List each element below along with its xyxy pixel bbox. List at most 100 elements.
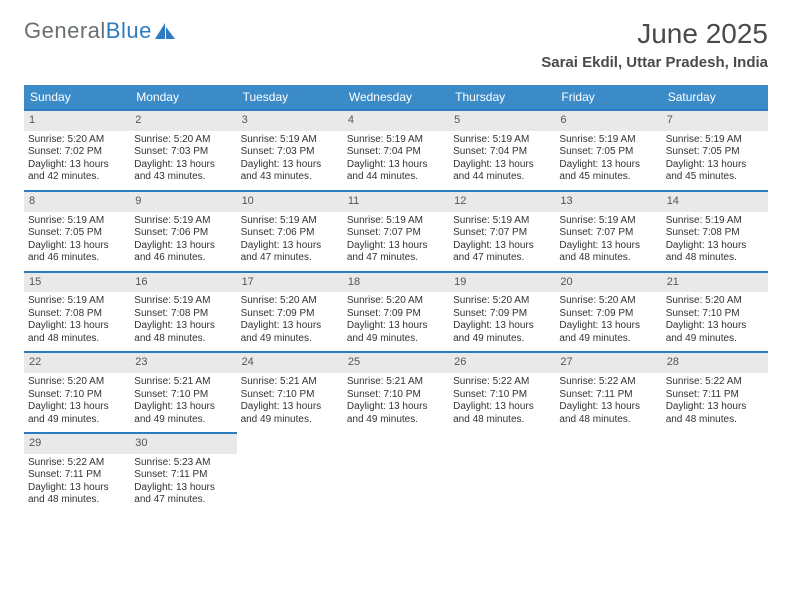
calendar-cell: 8Sunrise: 5:19 AMSunset: 7:05 PMDaylight…	[24, 191, 130, 272]
sunset-text: Sunset: 7:11 PM	[134, 469, 232, 482]
sunrise-text: Sunrise: 5:20 AM	[559, 295, 657, 308]
daylight-text: and 48 minutes.	[453, 414, 551, 427]
daylight-text: and 43 minutes.	[134, 171, 232, 184]
sunset-text: Sunset: 7:10 PM	[666, 308, 764, 321]
page-title: June 2025	[541, 18, 768, 50]
day-number: 13	[555, 192, 661, 212]
daylight-text: Daylight: 13 hours	[453, 159, 551, 172]
day-number: 15	[24, 273, 130, 293]
logo-sail-icon	[154, 22, 176, 40]
daylight-text: Daylight: 13 hours	[559, 401, 657, 414]
daylight-text: Daylight: 13 hours	[241, 401, 339, 414]
day-number: 23	[130, 353, 236, 373]
title-block: June 2025 Sarai Ekdil, Uttar Pradesh, In…	[541, 18, 768, 71]
daylight-text: and 49 minutes.	[347, 333, 445, 346]
sunset-text: Sunset: 7:09 PM	[347, 308, 445, 321]
calendar-cell: 7Sunrise: 5:19 AMSunset: 7:05 PMDaylight…	[662, 110, 768, 191]
day-number: 4	[343, 111, 449, 131]
daylight-text: and 43 minutes.	[241, 171, 339, 184]
sunset-text: Sunset: 7:05 PM	[28, 227, 126, 240]
calendar-cell: 10Sunrise: 5:19 AMSunset: 7:06 PMDayligh…	[237, 191, 343, 272]
calendar-row: 1Sunrise: 5:20 AMSunset: 7:02 PMDaylight…	[24, 110, 768, 191]
daylight-text: Daylight: 13 hours	[28, 401, 126, 414]
sunrise-text: Sunrise: 5:20 AM	[453, 295, 551, 308]
sunset-text: Sunset: 7:10 PM	[347, 389, 445, 402]
daylight-text: and 48 minutes.	[559, 252, 657, 265]
calendar-cell: 20Sunrise: 5:20 AMSunset: 7:09 PMDayligh…	[555, 272, 661, 353]
sunset-text: Sunset: 7:06 PM	[241, 227, 339, 240]
daylight-text: Daylight: 13 hours	[134, 401, 232, 414]
sunrise-text: Sunrise: 5:19 AM	[134, 215, 232, 228]
calendar-cell: 17Sunrise: 5:20 AMSunset: 7:09 PMDayligh…	[237, 272, 343, 353]
calendar-cell: 1Sunrise: 5:20 AMSunset: 7:02 PMDaylight…	[24, 110, 130, 191]
day-number: 28	[662, 353, 768, 373]
calendar-table: Sunday Monday Tuesday Wednesday Thursday…	[24, 85, 768, 513]
daylight-text: and 48 minutes.	[134, 333, 232, 346]
logo: GeneralBlue	[24, 18, 176, 44]
daylight-text: and 47 minutes.	[347, 252, 445, 265]
sunset-text: Sunset: 7:05 PM	[666, 146, 764, 159]
sunset-text: Sunset: 7:03 PM	[134, 146, 232, 159]
calendar-cell: 11Sunrise: 5:19 AMSunset: 7:07 PMDayligh…	[343, 191, 449, 272]
daylight-text: Daylight: 13 hours	[28, 482, 126, 495]
daylight-text: Daylight: 13 hours	[134, 482, 232, 495]
daylight-text: Daylight: 13 hours	[453, 401, 551, 414]
calendar-cell: 23 Sunrise: 5:21 AMSunset: 7:10 PMDayligh…	[130, 352, 236, 433]
sunset-text: Sunset: 7:08 PM	[134, 308, 232, 321]
calendar-cell: 29Sunrise: 5:22 AMSunset: 7:11 PMDayligh…	[24, 433, 130, 513]
day-header: Tuesday	[237, 85, 343, 110]
sunset-text: Sunset: 7:09 PM	[453, 308, 551, 321]
daylight-text: and 46 minutes.	[28, 252, 126, 265]
daylight-text: Daylight: 13 hours	[347, 401, 445, 414]
sunrise-text: Sunrise: 5:23 AM	[134, 457, 232, 470]
calendar-row: 22Sunrise: 5:20 AMSunset: 7:10 PMDayligh…	[24, 352, 768, 433]
daylight-text: and 49 minutes.	[134, 414, 232, 427]
daylight-text: and 44 minutes.	[453, 171, 551, 184]
daylight-text: and 47 minutes.	[241, 252, 339, 265]
day-number: 26	[449, 353, 555, 373]
sunrise-text: Sunrise: 5:21 AM	[134, 376, 232, 389]
sunrise-text: Sunrise: 5:19 AM	[241, 134, 339, 147]
day-number: 9	[130, 192, 236, 212]
logo-text-2: Blue	[106, 18, 152, 44]
daylight-text: and 45 minutes.	[559, 171, 657, 184]
sunset-text: Sunset: 7:11 PM	[28, 469, 126, 482]
day-number: 11	[343, 192, 449, 212]
calendar-row: 8Sunrise: 5:19 AMSunset: 7:05 PMDaylight…	[24, 191, 768, 272]
calendar-cell: 21Sunrise: 5:20 AMSunset: 7:10 PMDayligh…	[662, 272, 768, 353]
calendar-cell	[237, 433, 343, 513]
calendar-cell	[343, 433, 449, 513]
sunrise-text: Sunrise: 5:20 AM	[28, 134, 126, 147]
daylight-text: Daylight: 13 hours	[241, 159, 339, 172]
sunrise-text: Sunrise: 5:19 AM	[666, 134, 764, 147]
daylight-text: and 47 minutes.	[134, 494, 232, 507]
header: GeneralBlue June 2025 Sarai Ekdil, Uttar…	[24, 18, 768, 71]
sunrise-text: Sunrise: 5:19 AM	[347, 215, 445, 228]
sunset-text: Sunset: 7:07 PM	[453, 227, 551, 240]
calendar-row: 29Sunrise: 5:22 AMSunset: 7:11 PMDayligh…	[24, 433, 768, 513]
sunset-text: Sunset: 7:10 PM	[134, 389, 232, 402]
sunrise-text: Sunrise: 5:19 AM	[559, 134, 657, 147]
calendar-cell: 30Sunrise: 5:23 AMSunset: 7:11 PMDayligh…	[130, 433, 236, 513]
sunrise-text: Sunrise: 5:20 AM	[28, 376, 126, 389]
sunrise-text: Sunrise: 5:19 AM	[666, 215, 764, 228]
sunset-text: Sunset: 7:07 PM	[347, 227, 445, 240]
sunset-text: Sunset: 7:10 PM	[241, 389, 339, 402]
sunset-text: Sunset: 7:02 PM	[28, 146, 126, 159]
daylight-text: and 42 minutes.	[28, 171, 126, 184]
sunrise-text: Sunrise: 5:20 AM	[666, 295, 764, 308]
daylight-text: Daylight: 13 hours	[28, 320, 126, 333]
daylight-text: and 49 minutes.	[666, 333, 764, 346]
sunrise-text: Sunrise: 5:19 AM	[241, 215, 339, 228]
daylight-text: Daylight: 13 hours	[453, 240, 551, 253]
sunset-text: Sunset: 7:11 PM	[559, 389, 657, 402]
sunset-text: Sunset: 7:07 PM	[559, 227, 657, 240]
daylight-text: Daylight: 13 hours	[347, 159, 445, 172]
sunrise-text: Sunrise: 5:21 AM	[347, 376, 445, 389]
daylight-text: Daylight: 13 hours	[666, 320, 764, 333]
daylight-text: and 49 minutes.	[347, 414, 445, 427]
calendar-cell: 24Sunrise: 5:21 AMSunset: 7:10 PMDayligh…	[237, 352, 343, 433]
daylight-text: Daylight: 13 hours	[559, 159, 657, 172]
sunset-text: Sunset: 7:08 PM	[666, 227, 764, 240]
day-number: 29	[24, 434, 130, 454]
